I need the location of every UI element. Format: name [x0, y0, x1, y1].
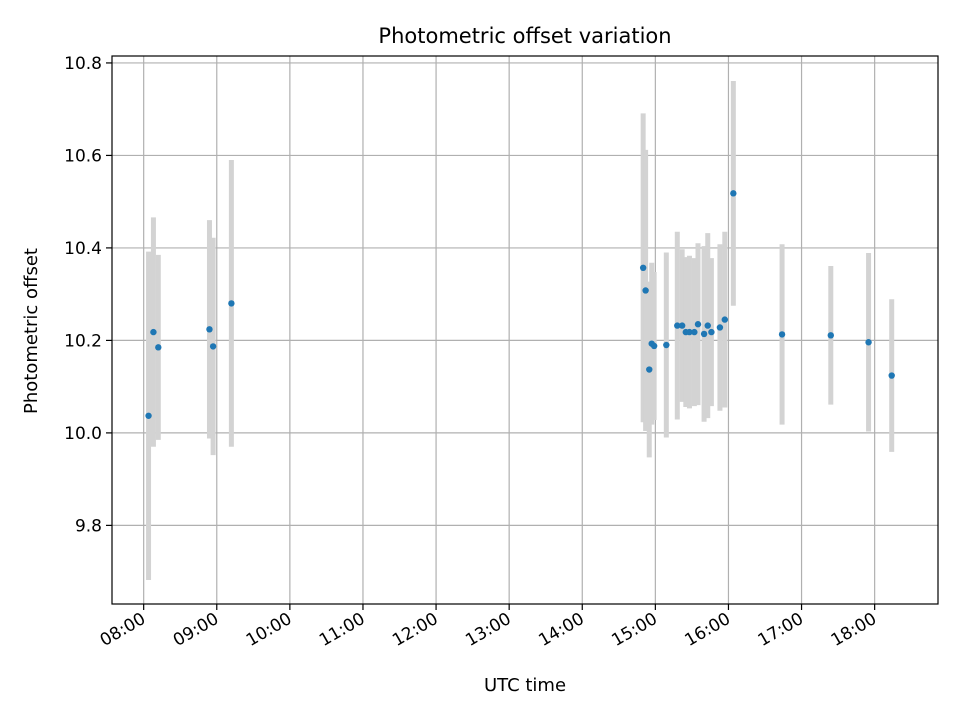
data-point — [865, 339, 872, 346]
y-axis-label: Photometric offset — [21, 248, 42, 414]
data-point — [209, 343, 217, 350]
y-tick-label: 10.0 — [64, 424, 102, 444]
data-point — [150, 328, 157, 336]
y-tick-label: 10.2 — [64, 331, 102, 351]
data-point — [691, 328, 698, 336]
data-point — [155, 344, 162, 351]
data-points — [145, 190, 895, 419]
data-point — [730, 190, 737, 197]
data-point — [704, 322, 711, 329]
data-point — [721, 316, 728, 323]
data-point — [694, 321, 702, 328]
data-point — [827, 332, 834, 339]
data-point — [686, 328, 693, 336]
chart-title: Photometric offset variation — [378, 24, 671, 48]
data-point — [674, 322, 681, 329]
data-point — [639, 264, 647, 272]
x-axis-label: UTC time — [484, 675, 566, 696]
data-point — [700, 330, 708, 338]
data-point — [716, 324, 724, 331]
data-point — [778, 331, 786, 338]
data-point — [663, 341, 670, 349]
y-tick-label: 9.8 — [75, 516, 102, 536]
y-tick-label: 10.8 — [64, 54, 102, 74]
y-tick-label: 10.4 — [64, 239, 102, 259]
axis-ticks: 08:00 09:00 10:00 11:00 12:00 13:00 14:00 15:00… — [64, 54, 880, 651]
y-tick-label: 10.6 — [64, 146, 102, 166]
data-point — [646, 366, 653, 373]
data-point — [228, 300, 235, 307]
grid — [112, 56, 938, 604]
data-point — [888, 372, 895, 379]
data-point — [206, 326, 213, 333]
plot-area — [112, 56, 938, 604]
data-point — [642, 287, 649, 294]
data-point — [678, 322, 686, 329]
data-point — [708, 328, 715, 336]
data-point — [145, 412, 152, 419]
data-point — [650, 342, 658, 350]
plot-frame — [111, 55, 939, 605]
